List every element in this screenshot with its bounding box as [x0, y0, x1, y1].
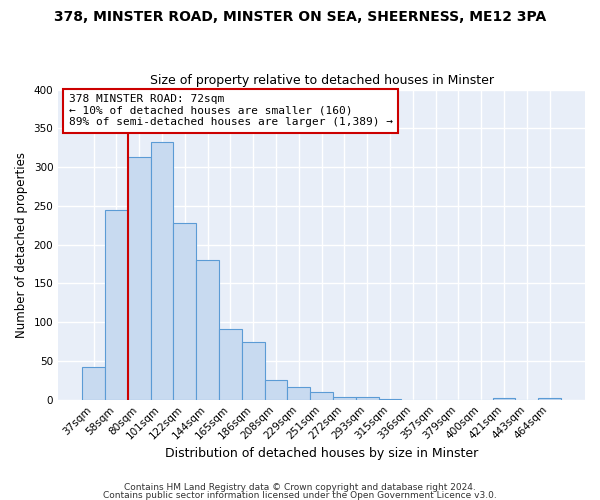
Bar [356, 396, 379, 400]
Bar [151, 142, 173, 400]
Bar [310, 392, 333, 400]
Text: Contains public sector information licensed under the Open Government Licence v3: Contains public sector information licen… [103, 490, 497, 500]
Bar [105, 210, 128, 400]
Title: Size of property relative to detached houses in Minster: Size of property relative to detached ho… [149, 74, 494, 87]
Bar [128, 157, 151, 400]
Bar [265, 380, 287, 400]
Bar [219, 329, 242, 400]
Y-axis label: Number of detached properties: Number of detached properties [15, 152, 28, 338]
Bar [173, 223, 196, 400]
Bar [493, 398, 515, 400]
Text: 378 MINSTER ROAD: 72sqm
← 10% of detached houses are smaller (160)
89% of semi-d: 378 MINSTER ROAD: 72sqm ← 10% of detache… [69, 94, 393, 128]
Bar [287, 386, 310, 400]
Bar [242, 342, 265, 400]
X-axis label: Distribution of detached houses by size in Minster: Distribution of detached houses by size … [165, 447, 478, 460]
Bar [82, 367, 105, 400]
Bar [379, 399, 401, 400]
Text: 378, MINSTER ROAD, MINSTER ON SEA, SHEERNESS, ME12 3PA: 378, MINSTER ROAD, MINSTER ON SEA, SHEER… [54, 10, 546, 24]
Bar [333, 396, 356, 400]
Text: Contains HM Land Registry data © Crown copyright and database right 2024.: Contains HM Land Registry data © Crown c… [124, 483, 476, 492]
Bar [538, 398, 561, 400]
Bar [196, 260, 219, 400]
